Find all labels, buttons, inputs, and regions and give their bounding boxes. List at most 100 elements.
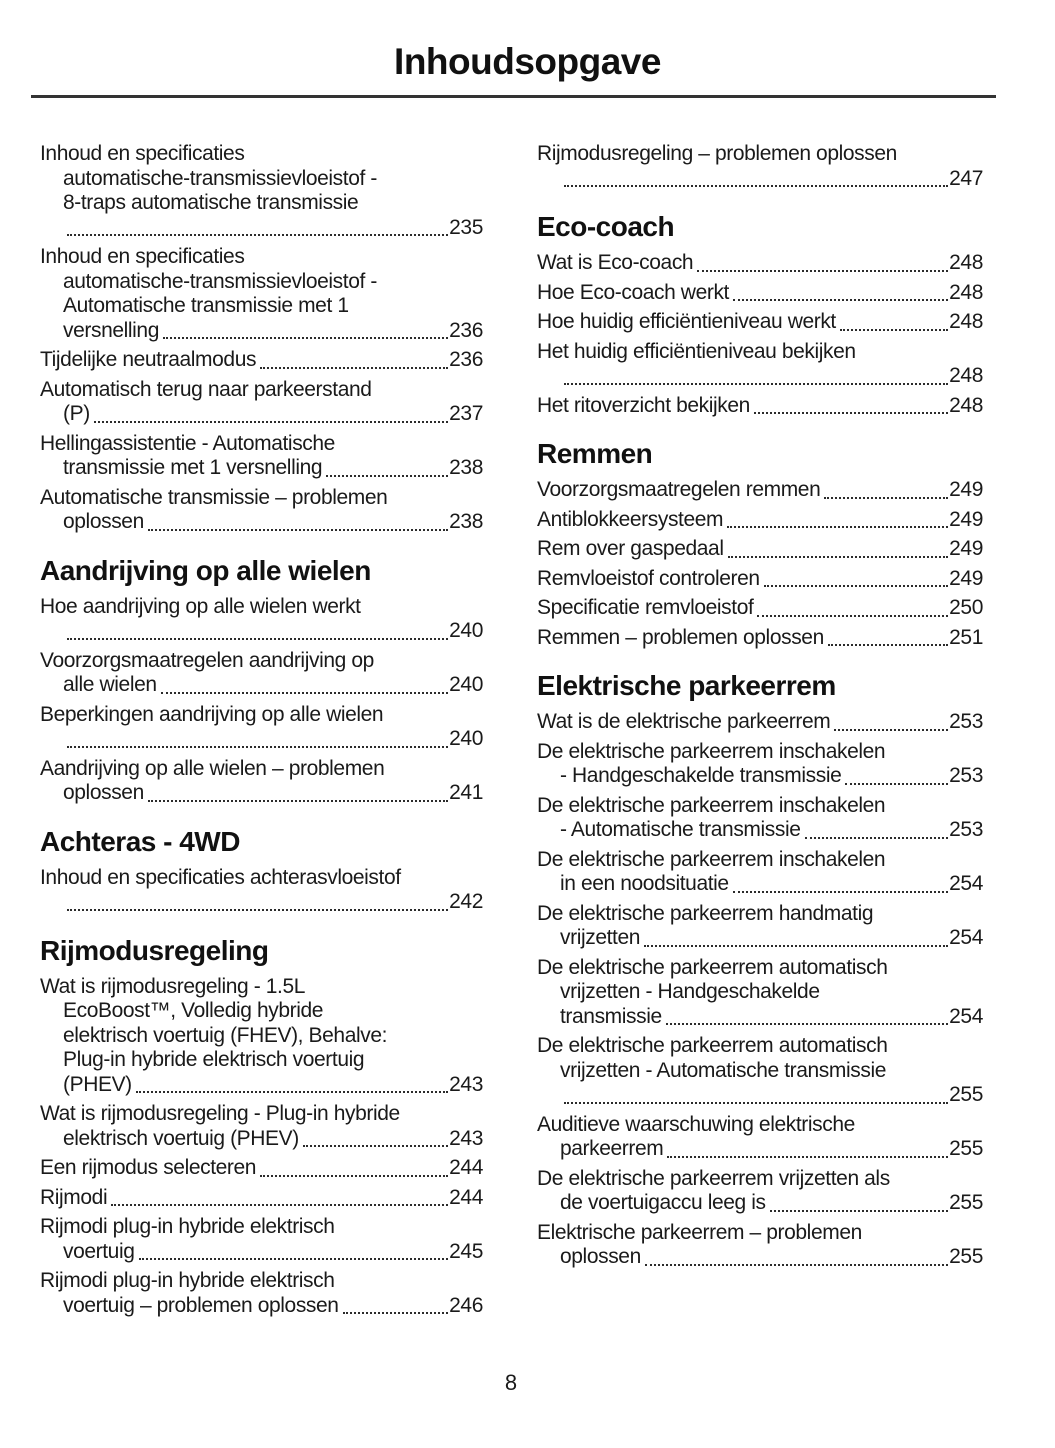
- entry-line: De elektrische parkeerrem vrijzetten als: [537, 1166, 890, 1190]
- entry-tail: Remmen – problemen oplossen: [537, 625, 824, 649]
- dotted-leader: [147, 528, 449, 531]
- page-ref: 253: [949, 710, 983, 734]
- page-ref: 254: [949, 872, 983, 896]
- dotted-leader: [160, 691, 449, 694]
- dotted-leader: [665, 1023, 949, 1026]
- entry-line: EcoBoost™, Volledig hybride: [63, 999, 324, 1023]
- toc-entry: Automatische transmissie – problemen oplo…: [40, 486, 483, 535]
- page-ref: 248: [949, 310, 983, 334]
- dotted-leader: [804, 836, 949, 839]
- entry-line: Auditieve waarschuwing elektrische: [537, 1112, 855, 1136]
- page-ref: 249: [949, 478, 983, 502]
- section-heading: Remmen: [537, 438, 653, 470]
- page-ref: 242: [449, 890, 483, 914]
- page-ref: 248: [949, 280, 983, 304]
- page-ref: 255: [949, 1191, 983, 1215]
- dotted-leader: [732, 890, 949, 893]
- dotted-leader: [564, 185, 949, 188]
- page-title: Inhoudsopgave: [394, 41, 661, 82]
- entry-line: De elektrische parkeerrem automatisch: [537, 1034, 888, 1058]
- entry-tail: Tijdelijke neutraalmodus: [40, 348, 257, 372]
- toc-entry: Wat is de elektrische parkeerrem 253: [537, 710, 983, 735]
- entry-tail: Voorzorgsmaatregelen remmen: [537, 478, 821, 502]
- page-ref: 253: [949, 764, 983, 788]
- entry-line: Automatische transmissie met 1: [63, 294, 349, 318]
- page-ref: 238: [449, 456, 483, 480]
- entry-leader-row: alle wielen 240: [40, 673, 483, 698]
- entry-leader-row: versnelling 236: [40, 319, 483, 344]
- dotted-leader: [757, 614, 949, 617]
- toc-entry: De elektrische parkeerrem vrijzetten als…: [537, 1167, 983, 1216]
- entry-leader-row: transmissie met 1 versnelling 238: [40, 456, 483, 481]
- toc-entry: Automatisch terug naar parkeerstand (P) 23…: [40, 378, 483, 427]
- toc-entry: Inhoud en specificaties automatische-tran…: [40, 142, 483, 240]
- entry-line: Hellingassistentie - Automatische: [40, 431, 335, 455]
- entry-tail: Een rijmodus selecteren: [40, 1156, 257, 1180]
- dotted-leader: [839, 328, 949, 331]
- entry-leader-row: 235: [40, 216, 483, 241]
- entry-line: automatische-transmissievloeistof -: [63, 269, 377, 293]
- section-heading: Elektrische parkeerrem: [537, 670, 836, 702]
- toc-entry: Beperkingen aandrijving op alle wielen 24…: [40, 703, 483, 752]
- toc-entry: Het huidig efficiëntieniveau bekijken 248: [537, 340, 983, 389]
- entry-leader-row: Hoe huidig efficiëntieniveau werkt 248: [537, 310, 983, 335]
- entry-leader-row: 248: [537, 364, 983, 389]
- dotted-leader: [260, 1174, 449, 1177]
- dotted-leader: [138, 1258, 449, 1261]
- toc-entry: Hoe huidig efficiëntieniveau werkt 248: [537, 310, 983, 335]
- toc-entry: Remvloeistof controleren 249: [537, 567, 983, 592]
- entry-line: automatische-transmissievloeistof -: [63, 166, 377, 190]
- entry-line: De elektrische parkeerrem inschakelen: [537, 739, 886, 763]
- entry-leader-row: Het ritoverzicht bekijken 248: [537, 394, 983, 419]
- entry-tail: - Handgeschakelde transmissie: [560, 764, 842, 788]
- toc-entry: Rijmodi 244: [40, 1186, 483, 1211]
- page-ref: 243: [449, 1072, 483, 1096]
- entry-tail: (P): [63, 402, 90, 426]
- toc-entry: Antiblokkeersysteem 249: [537, 508, 983, 533]
- toc-entry: Een rijmodus selecteren 244: [40, 1156, 483, 1181]
- entry-leader-row: 240: [40, 619, 483, 644]
- entry-tail: oplossen: [63, 781, 144, 805]
- dotted-leader: [727, 526, 949, 529]
- page-ref: 235: [449, 215, 483, 239]
- page-ref: 241: [449, 781, 483, 805]
- toc-entry: Specificatie remvloeistof 250: [537, 596, 983, 621]
- page-ref: 237: [449, 402, 483, 426]
- entry-leader-row: Remmen – problemen oplossen 251: [537, 626, 983, 651]
- page-ref: 243: [449, 1126, 483, 1150]
- entry-tail: Remvloeistof controleren: [537, 566, 760, 590]
- dotted-leader: [67, 637, 449, 640]
- dotted-leader: [67, 908, 449, 911]
- entry-line: De elektrische parkeerrem inschakelen: [537, 793, 886, 817]
- page-ref: 255: [949, 1137, 983, 1161]
- toc-column-right: Rijmodusregeling – problemen oplossen 247…: [537, 142, 983, 1323]
- entry-leader-row: Tijdelijke neutraalmodus 236: [40, 348, 483, 373]
- entry-line: Automatisch terug naar parkeerstand: [40, 377, 372, 401]
- toc-entry: De elektrische parkeerrem automatisch vri…: [537, 1034, 983, 1108]
- toc-entry: Aandrijving op alle wielen – problemen op…: [40, 757, 483, 806]
- toc-entry: Hellingassistentie - Automatische transmi…: [40, 432, 483, 481]
- entry-tail: - Automatische transmissie: [560, 818, 801, 842]
- entry-tail: Specificatie remvloeistof: [537, 596, 754, 620]
- entry-line: De elektrische parkeerrem handmatig: [537, 901, 874, 925]
- toc-entry: Rijmodi plug-in hybride elektrisch voertu…: [40, 1215, 483, 1264]
- entry-leader-row: voertuig – problemen oplossen 246: [40, 1294, 483, 1319]
- entry-tail: parkeerrem: [560, 1137, 664, 1161]
- entry-line: Inhoud en specificaties achterasvloeisto…: [40, 865, 401, 889]
- page-ref: 236: [449, 348, 483, 372]
- entry-leader-row: 240: [40, 727, 483, 752]
- entry-leader-row: oplossen 238: [40, 510, 483, 535]
- entry-leader-row: - Handgeschakelde transmissie 253: [537, 764, 983, 789]
- dotted-leader: [163, 337, 449, 340]
- entry-line: Inhoud en specificaties: [40, 245, 245, 269]
- toc-entry: Hoe aandrijving op alle wielen werkt 240: [40, 595, 483, 644]
- entry-leader-row: parkeerrem 255: [537, 1137, 983, 1162]
- entry-tail: Rijmodi: [40, 1185, 108, 1209]
- entry-tail: transmissie met 1 versnelling: [63, 456, 323, 480]
- dotted-leader: [644, 944, 949, 947]
- dotted-leader: [753, 412, 949, 415]
- page-ref: 240: [449, 619, 483, 643]
- dotted-leader: [824, 496, 949, 499]
- entry-line: Elektrische parkeerrem – problemen: [537, 1220, 862, 1244]
- page-ref: 244: [449, 1156, 483, 1180]
